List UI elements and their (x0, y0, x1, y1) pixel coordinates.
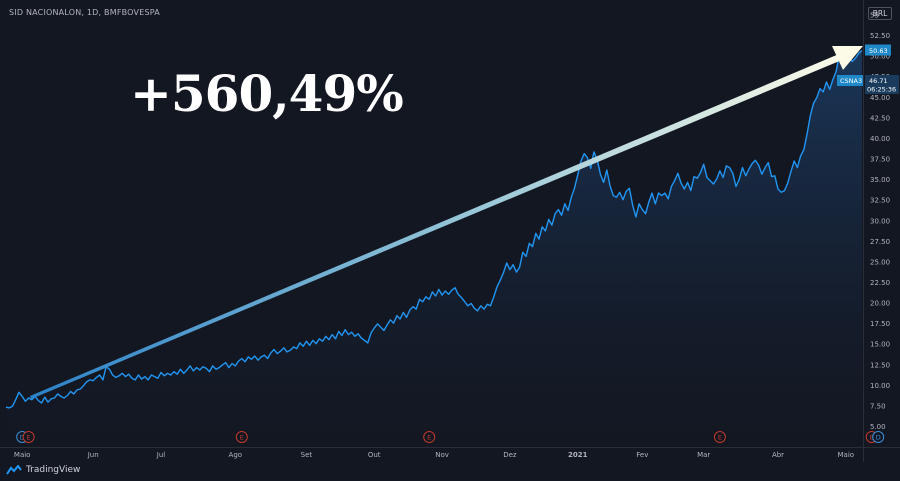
countdown-value: 06:25:36 (867, 86, 896, 94)
percent-change-annotation: +560,49% (130, 64, 404, 123)
earnings-event-label: E (27, 434, 31, 442)
y-tick-label: 27.50 (870, 238, 890, 246)
y-tick-label: 25.00 (870, 258, 890, 266)
x-tick-label: Maio (14, 451, 31, 459)
y-tick-label: 50.00 (870, 53, 890, 61)
x-tick-label: Ago (229, 451, 243, 459)
ticker-badge (837, 75, 863, 86)
dividend-event-marker (872, 431, 885, 443)
x-tick-label: Maio (838, 451, 855, 459)
earnings-event-label: E (240, 434, 244, 442)
y-tick-label: 22.50 (870, 279, 890, 287)
tradingview-logo[interactable]: TradingView (6, 465, 80, 475)
y-tick-label: 15.00 (870, 341, 890, 349)
ticker-label: CSNA3 (840, 77, 862, 85)
currency-badge[interactable]: BRL (868, 7, 892, 20)
countdown-badge (865, 75, 899, 94)
x-tick-label: Set (301, 451, 313, 459)
area-fill-layer (6, 49, 862, 447)
footer: TradingView (0, 462, 900, 481)
x-tick-label: Mar (697, 451, 710, 459)
y-tick-label: 52.50 (870, 32, 890, 40)
x-tick-label: Dez (503, 451, 517, 459)
price-line (5, 48, 863, 409)
tradingview-icon (6, 465, 22, 475)
y-tick-label: 40.00 (870, 135, 890, 143)
y-tick-label: 20.00 (870, 300, 890, 308)
x-tick-label: Jul (156, 451, 166, 459)
dividend-event-label: D (876, 434, 881, 442)
y-tick-label: 5.00 (870, 423, 886, 431)
y-tick-label: 35.00 (870, 176, 890, 184)
secondary-price-value: 46.71 (869, 77, 888, 85)
y-tick-label: 12.50 (870, 361, 890, 369)
earnings-event-marker (423, 431, 436, 443)
price-line-layer (5, 48, 863, 409)
trend-arrow-shaft (30, 51, 849, 399)
symbol-title[interactable]: SID NACIONALON, 1D, BMFBOVESPA (9, 8, 160, 17)
y-tick-label: 32.50 (870, 197, 890, 205)
x-tick-label: Fev (636, 451, 648, 459)
x-tick-label: Abr (772, 451, 784, 459)
price-area (6, 49, 862, 447)
y-tick-label: 10.00 (870, 382, 890, 390)
price-axis[interactable]: 5.00 7.50 10.00 12.50 15.00 17.50 20.00 22.50 25… (870, 12, 890, 432)
trend-arrow-head (832, 46, 863, 70)
y-tick-label: 45.00 (870, 94, 890, 102)
earnings-event-marker (22, 431, 35, 443)
y-tick-label: 30.00 (870, 217, 890, 225)
x-tick-label: 2021 (568, 451, 588, 459)
earnings-event-label: E (427, 434, 431, 442)
y-tick-label: 7.50 (870, 402, 886, 410)
x-tick-label: Out (368, 451, 381, 459)
x-tick-label: Jun (87, 451, 99, 459)
earnings-event-marker (713, 431, 726, 443)
y-tick-label: 17.50 (870, 320, 890, 328)
earnings-event-label: E (870, 434, 874, 442)
x-tick-label: Nov (435, 451, 449, 459)
time-axis[interactable]: Maio Jun Jul Ago Set Out Nov Dez 2021 Fev Mar Abr Ma… (14, 451, 854, 459)
trend-arrow (30, 46, 863, 399)
y-tick-label: 42.50 (870, 114, 890, 122)
tradingview-label: TradingView (26, 465, 81, 475)
earnings-event-marker (235, 431, 248, 443)
earnings-event-label: E (718, 434, 722, 442)
last-price-badge (865, 44, 891, 56)
dividend-event-label: D (20, 434, 25, 442)
y-tick-label: 37.50 (870, 156, 890, 164)
last-price-value: 50.63 (869, 47, 888, 55)
y-tick-label: 55 (870, 12, 879, 20)
